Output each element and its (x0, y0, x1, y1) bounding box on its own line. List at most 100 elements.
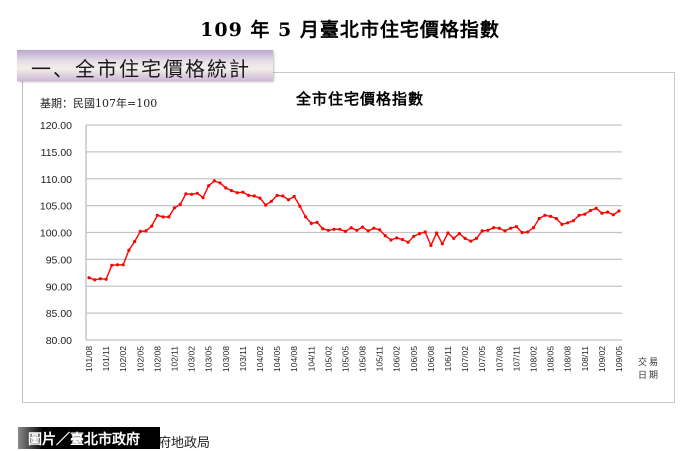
data-point-marker (526, 230, 530, 234)
data-point-marker (389, 238, 393, 242)
data-point-marker (264, 203, 268, 207)
section-heading: 一、全市住宅價格統計 (31, 57, 251, 81)
x-tick-label: 104/02 (255, 346, 265, 372)
data-point-marker (315, 220, 319, 224)
y-axis-tick-labels: 80.00 85.00 90.00 95.00 100.00 105.00 110.00 11… (40, 120, 72, 347)
data-point-marker (360, 225, 365, 229)
data-point-marker (190, 192, 194, 196)
data-point-marker (549, 214, 553, 218)
data-point-marker (457, 232, 461, 236)
chart-gridlines (85, 124, 622, 341)
x-tick-label: 105/11 (375, 346, 385, 372)
x-tick-label: 108/02 (529, 346, 539, 372)
data-point-marker (617, 209, 621, 213)
data-point-marker (446, 231, 450, 235)
data-point-marker (435, 231, 439, 235)
data-point-marker (201, 196, 205, 200)
data-point-marker (195, 191, 199, 195)
data-point-marker (600, 211, 604, 215)
x-axis-label-line: 日期 (638, 370, 660, 381)
data-point-marker (247, 193, 251, 197)
data-point-marker (469, 239, 473, 243)
y-tick-label: 100.00 (40, 228, 72, 240)
data-point-marker (178, 202, 182, 207)
data-point-marker (98, 277, 102, 281)
source-text: 府地政局 (158, 436, 211, 451)
x-tick-label: 102/02 (118, 346, 128, 372)
x-tick-label: 103/05 (204, 346, 214, 372)
data-point-marker (606, 210, 610, 214)
data-point-marker (229, 189, 234, 193)
data-point-marker (241, 190, 245, 194)
x-tick-label: 104/08 (289, 346, 299, 372)
x-tick-label: 108/11 (580, 346, 590, 372)
data-point-marker (383, 234, 387, 238)
chart-title: 全市住宅價格指數 (295, 90, 424, 108)
data-point-marker (537, 216, 541, 221)
y-tick-label: 110.00 (41, 174, 72, 186)
x-tick-label: 109/02 (597, 346, 607, 372)
data-point-marker (338, 227, 342, 231)
data-point-marker (560, 222, 564, 226)
data-point-marker (503, 229, 507, 233)
data-point-marker (326, 228, 330, 232)
x-tick-label: 107/05 (477, 346, 487, 372)
data-point-marker (309, 221, 313, 225)
data-point-marker (115, 263, 120, 267)
x-tick-label: 108/08 (563, 346, 573, 372)
data-point-marker (554, 216, 558, 221)
data-point-marker (150, 224, 154, 228)
data-point-marker (332, 227, 336, 231)
data-point-marker (509, 226, 513, 230)
y-tick-label: 95.00 (46, 254, 72, 266)
data-point-marker (104, 277, 108, 281)
data-point-marker (298, 204, 302, 208)
data-point-marker (366, 229, 370, 233)
x-tick-label: 103/08 (221, 346, 231, 372)
x-tick-label: 104/11 (306, 346, 316, 372)
x-axis-tick-labels: 101/08 101/11 102/02 102/05 102/08 102/11 103/… (84, 346, 624, 372)
data-point-marker (594, 206, 598, 210)
data-point-marker (417, 232, 422, 236)
data-point-marker (87, 276, 91, 280)
x-tick-label: 106/11 (443, 346, 453, 372)
data-point-marker (93, 278, 97, 282)
data-point-marker (161, 215, 165, 219)
data-point-marker (412, 234, 416, 238)
data-point-marker (583, 212, 587, 216)
data-point-marker (304, 215, 308, 219)
data-point-marker (138, 229, 142, 233)
data-point-marker (252, 194, 256, 198)
x-tick-label: 106/05 (409, 346, 419, 372)
section-heading-banner: 一、全市住宅價格統計 (17, 50, 273, 81)
x-tick-label: 102/08 (152, 346, 162, 372)
x-tick-label: 106/08 (426, 346, 436, 372)
data-point-marker (400, 237, 404, 242)
data-point-marker (235, 191, 239, 195)
data-point-marker (611, 213, 615, 217)
chart-base-period-note: 基期：民國107年=100 (40, 97, 158, 110)
data-point-marker (355, 228, 359, 232)
data-point-marker (588, 208, 593, 213)
data-point-marker (343, 229, 348, 233)
x-tick-label: 102/11 (169, 346, 179, 372)
data-point-marker (497, 226, 501, 230)
x-tick-label: 105/05 (340, 346, 350, 372)
x-tick-label: 103/02 (187, 346, 197, 372)
data-point-marker (286, 198, 291, 202)
data-point-marker (492, 226, 496, 230)
y-tick-label: 105.00 (40, 201, 72, 213)
data-point-marker (281, 194, 285, 198)
data-point-marker (172, 206, 177, 210)
data-point-marker (486, 228, 490, 232)
photo-credit-badge: 圖片／臺北市政府 (18, 427, 160, 449)
data-point-marker (184, 192, 188, 196)
data-point-marker (480, 229, 484, 233)
data-point-marker (429, 243, 433, 247)
x-tick-label: 107/08 (494, 346, 504, 372)
data-point-marker (269, 199, 273, 203)
data-point-marker (292, 194, 296, 199)
y-tick-label: 90.00 (46, 281, 72, 293)
x-tick-label: 101/08 (84, 346, 94, 372)
photo-credit-label: 圖片／臺北市政府 (28, 432, 140, 448)
